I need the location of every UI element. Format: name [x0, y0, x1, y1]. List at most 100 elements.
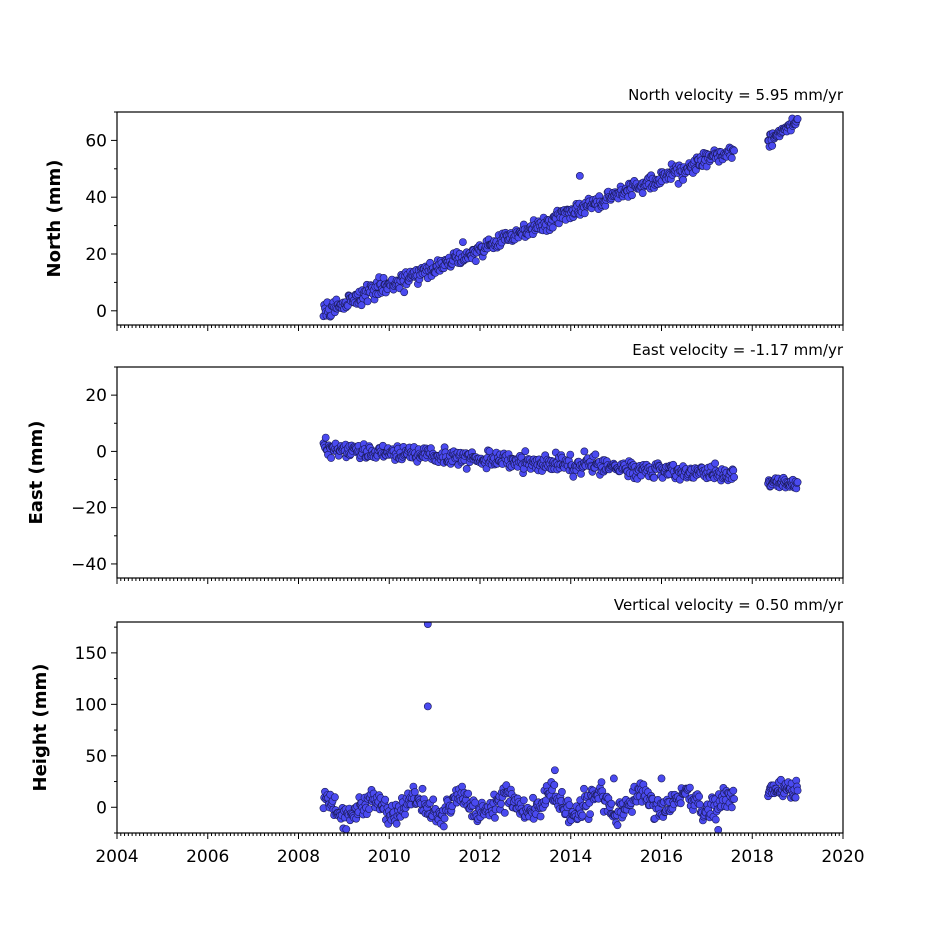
outlier-point [423, 622, 432, 628]
data-point [695, 800, 704, 809]
data-point [729, 466, 738, 475]
data-point [529, 793, 537, 802]
x-tick-label: 2016 [640, 847, 683, 867]
y-tick-label: 50 [85, 747, 107, 767]
data-point [462, 464, 471, 473]
x-tick-label: 2010 [368, 847, 411, 867]
y-axis-label: Height (mm) [30, 664, 51, 792]
data-point [791, 793, 800, 802]
x-tick-label: 2006 [186, 847, 229, 867]
x-tick-label: 2018 [731, 847, 774, 867]
data-points [319, 433, 802, 493]
data-point [381, 795, 390, 804]
data-point [577, 469, 585, 478]
y-tick-label: 150 [75, 644, 107, 664]
data-point [730, 795, 738, 803]
data-point [768, 141, 777, 150]
y-tick-label: 0 [96, 302, 107, 322]
y-tick-label: 100 [75, 695, 107, 715]
outlier-point [550, 766, 559, 775]
data-point [458, 238, 467, 246]
data-point [638, 189, 647, 197]
y-axis-label: North (mm) [44, 160, 65, 278]
x-tick-label: 2004 [95, 847, 138, 867]
data-point [793, 478, 802, 487]
data-point [410, 788, 419, 796]
data-point [536, 812, 545, 821]
data-point [558, 788, 566, 796]
outlier-point [575, 171, 584, 180]
data-point [650, 473, 658, 482]
panel-east: 20 0 −20 −40 East velocity = -1.17 mm/yr East… [26, 341, 844, 584]
data-point [727, 803, 736, 812]
data-point [628, 808, 636, 816]
data-point [628, 191, 636, 200]
data-point [597, 778, 606, 786]
data-points [319, 622, 802, 833]
data-point [342, 825, 351, 833]
outlier-point [423, 702, 432, 711]
data-point [565, 801, 574, 809]
x-tick-label: 2020 [821, 847, 864, 867]
data-point [500, 809, 509, 817]
data-point [490, 814, 499, 822]
data-point [591, 450, 600, 459]
y-axis-label: East (mm) [26, 421, 47, 525]
data-point [429, 795, 438, 804]
data-point [440, 814, 449, 823]
x-tick-label: 2008 [277, 847, 320, 867]
data-point [550, 781, 559, 789]
outlier-point [657, 774, 666, 783]
y-tick-label: 20 [85, 386, 107, 406]
data-point [793, 115, 802, 123]
x-tick-label: 2012 [458, 847, 501, 867]
y-tick-label: 20 [85, 245, 107, 265]
data-point [686, 783, 694, 792]
data-point [727, 154, 736, 162]
y-tick-label: −40 [71, 555, 107, 575]
data-point [676, 799, 685, 808]
data-point [679, 175, 687, 184]
data-point [401, 810, 409, 819]
data-point [730, 146, 738, 155]
data-point [497, 799, 505, 808]
data-point [392, 819, 401, 828]
data-point [400, 288, 409, 297]
data-point [566, 450, 575, 459]
data-point [578, 811, 587, 820]
outlier-point [714, 826, 723, 833]
panel-north: 0 20 40 60 North velocity = 5.95 mm/yr North … [44, 86, 844, 331]
data-point [327, 454, 335, 462]
y-tick-label: −20 [71, 499, 107, 519]
data-point [695, 792, 703, 801]
data-point [586, 810, 594, 818]
data-point [729, 786, 738, 795]
outlier-point [580, 447, 589, 456]
y-tick-label: 0 [96, 798, 107, 818]
y-tick-label: 0 [96, 442, 107, 462]
outlier-point [609, 774, 618, 783]
data-point [330, 793, 339, 802]
data-point [580, 209, 589, 218]
data-point [363, 297, 372, 306]
panel-title: Vertical velocity = 0.50 mm/yr [614, 596, 844, 614]
data-point [569, 472, 578, 481]
data-points [319, 114, 802, 321]
data-point [521, 447, 530, 456]
y-tick-label: 60 [85, 131, 107, 151]
data-point [439, 822, 448, 831]
data-point [519, 796, 528, 805]
data-point [321, 433, 330, 442]
data-point [471, 257, 480, 265]
panel-height: 150 100 50 0 2004 2006 2008 2010 2012 2014 2016 201… [30, 596, 865, 867]
data-point [418, 784, 427, 793]
panel-title: East velocity = -1.17 mm/yr [632, 341, 844, 359]
data-point [711, 459, 719, 468]
data-point [607, 799, 616, 808]
data-point [711, 815, 720, 824]
x-tick-label: 2014 [549, 847, 592, 867]
plot-frame [116, 111, 844, 326]
data-point [793, 786, 802, 795]
data-point [613, 821, 622, 830]
